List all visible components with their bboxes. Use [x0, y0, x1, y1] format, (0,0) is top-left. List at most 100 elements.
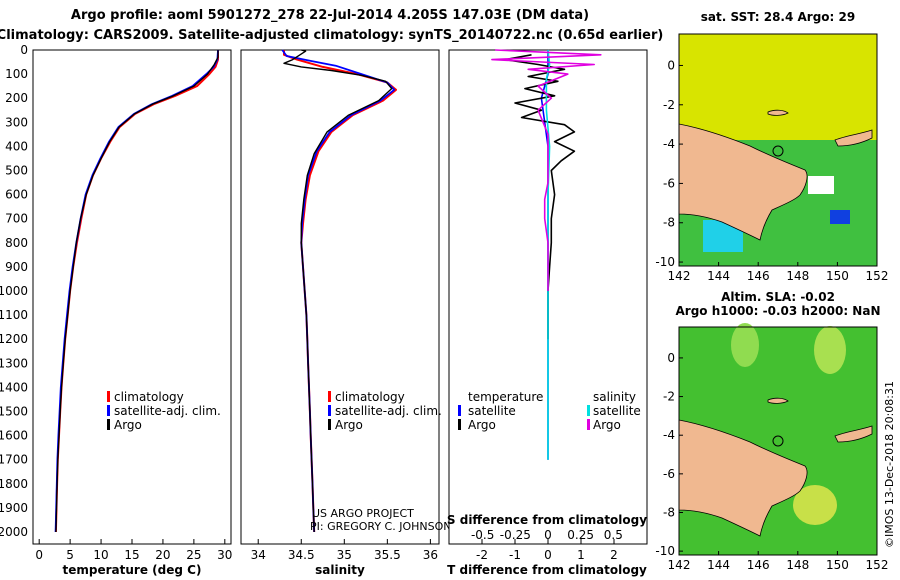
salinity-plot-frame: [240, 49, 440, 545]
s-diff-tick-label: -0.25: [500, 528, 531, 542]
legend-swatch-t-argo: [458, 419, 461, 430]
legend-argo: Argo: [114, 418, 142, 432]
map-y-tick-label: -10: [655, 544, 675, 558]
legend-climatology: climatology: [335, 390, 405, 404]
figure-title: Argo profile: aoml 5901272_278 22-Jul-20…: [71, 8, 589, 23]
x-tick-label: 34.5: [288, 548, 315, 562]
new-guinea-land: [678, 123, 808, 241]
depth-tick-label: 700: [5, 212, 28, 226]
depth-tick-label: 1500: [0, 404, 28, 418]
map-y-tick-label: -8: [663, 505, 675, 519]
salinity-x-ticks: 34 34.5 35 35.5 36: [251, 539, 438, 562]
sla-high-1: [731, 323, 759, 367]
salinity-diff-x-ticks: -0.5 -0.25 0 0.25 0.5: [471, 528, 623, 542]
series-line-argo: [283, 49, 393, 533]
sst-cloud-patch: [808, 176, 834, 194]
argo-location-marker: [772, 435, 784, 447]
map-x-tick-label: 146: [747, 558, 770, 572]
depth-tick-label: 1400: [0, 380, 28, 394]
x-tick-label: 30: [217, 548, 232, 562]
map-x-tick-label: 146: [747, 269, 770, 283]
legend-swatch-satellite: [328, 405, 331, 416]
depth-tick-label: 300: [5, 115, 28, 129]
salinity-panel: 34 34.5 35 35.5 36 salinity climatology sate…: [240, 49, 451, 577]
new-britain-land: [834, 129, 873, 147]
sst-deep-patch: [830, 210, 850, 224]
manus-island: [767, 109, 789, 116]
legend-salinity-title: salinity: [593, 390, 636, 404]
x-tick-label: 35: [337, 548, 352, 562]
legend-swatch-argo: [107, 419, 110, 430]
x-tick-label: 5: [66, 548, 74, 562]
series-line-argo: [55, 50, 219, 533]
map-x-tick-label: 150: [826, 558, 849, 572]
sla-map-title-1: Altim. SLA: -0.02: [721, 290, 835, 304]
series-line-t-argo: [504, 54, 576, 340]
legend-satellite: satellite-adj. clim.: [335, 404, 442, 418]
depth-tick-label: 1300: [0, 356, 28, 370]
t-diff-x-label: T difference from climatology: [447, 563, 647, 577]
legend-swatch-t-satellite: [458, 405, 461, 416]
legend-swatch-climatology: [107, 391, 110, 402]
legend-satellite: satellite-adj. clim.: [114, 404, 221, 418]
depth-tick-label: 900: [5, 260, 28, 274]
s-diff-tick-label: 0.25: [567, 528, 594, 542]
temperature-plot-frame: [32, 49, 232, 545]
depth-tick-label: 1600: [0, 429, 28, 443]
x-tick-label: 10: [93, 548, 108, 562]
legend-t-argo: Argo: [468, 418, 496, 432]
new-guinea-land: [678, 419, 808, 537]
legend-swatch-climatology: [328, 391, 331, 402]
sst-map: sat. SST: 28.4 Argo: 29 142 144 146 148 150 1…: [655, 10, 888, 283]
argo-location-marker: [772, 145, 784, 157]
x-tick-label: 0: [544, 548, 552, 562]
map-y-tick-label: -6: [663, 176, 675, 190]
map-y-tick-label: -8: [663, 216, 675, 230]
x-tick-label: 35.5: [374, 548, 401, 562]
difference-legend: temperature satellite Argo salinity sate…: [458, 390, 641, 432]
project-credit: US ARGO PROJECT: [312, 507, 414, 520]
depth-tick-label: 1800: [0, 477, 28, 491]
map-x-tick-label: 148: [786, 558, 809, 572]
series-line-s-argo: [491, 49, 602, 291]
map-x-tick-label: 144: [707, 269, 730, 283]
legend-swatch-s-argo: [587, 419, 590, 430]
s-diff-tick-label: -0.5: [471, 528, 494, 542]
sst-map-y-ticks: 0 -2 -4 -6 -8 -10: [655, 58, 683, 269]
x-tick-label: 36: [423, 548, 438, 562]
x-tick-label: 20: [155, 548, 170, 562]
sst-map-frame: [678, 33, 878, 267]
legend-swatch-satellite: [107, 405, 110, 416]
pi-credit: PI: GREGORY C. JOHNSON: [310, 520, 451, 533]
legend-s-argo: Argo: [593, 418, 621, 432]
depth-tick-label: 1900: [0, 501, 28, 515]
depth-tick-label: 1100: [0, 308, 28, 322]
map-y-tick-label: -4: [663, 137, 675, 151]
manus-island: [767, 397, 789, 404]
difference-lines: [491, 49, 602, 460]
legend-argo: Argo: [335, 418, 363, 432]
salinity-lines: [281, 49, 397, 533]
map-y-tick-label: -6: [663, 467, 675, 481]
depth-tick-label: 1200: [0, 332, 28, 346]
sla-map-y-ticks: 0 -2 -4 -6 -8 -10: [655, 351, 683, 558]
sla-map: Altim. SLA: -0.02 Argo h1000: -0.03 h200…: [655, 290, 888, 572]
depth-tick-label: 600: [5, 188, 28, 202]
map-x-tick-label: 148: [786, 269, 809, 283]
temperature-x-label: temperature (deg C): [63, 563, 202, 577]
depth-tick-label: 800: [5, 236, 28, 250]
temperature-panel: 0 5 10 15 20 25 30 temperature (deg C) climato…: [32, 49, 232, 577]
legend-climatology: climatology: [114, 390, 184, 404]
map-y-tick-label: 0: [667, 351, 675, 365]
sla-high-3: [793, 485, 837, 525]
map-y-tick-label: -10: [655, 255, 675, 269]
temperature-legend: climatology satellite-adj. clim. Argo: [107, 390, 221, 432]
depth-tick-label: 500: [5, 163, 28, 177]
x-tick-label: 25: [186, 548, 201, 562]
map-y-tick-label: -2: [663, 98, 675, 112]
x-tick-label: 0: [35, 548, 43, 562]
depth-tick-label: 200: [5, 91, 28, 105]
map-y-tick-label: -4: [663, 428, 675, 442]
s-diff-tick-label: 0: [544, 528, 552, 542]
x-tick-label: -1: [509, 548, 521, 562]
